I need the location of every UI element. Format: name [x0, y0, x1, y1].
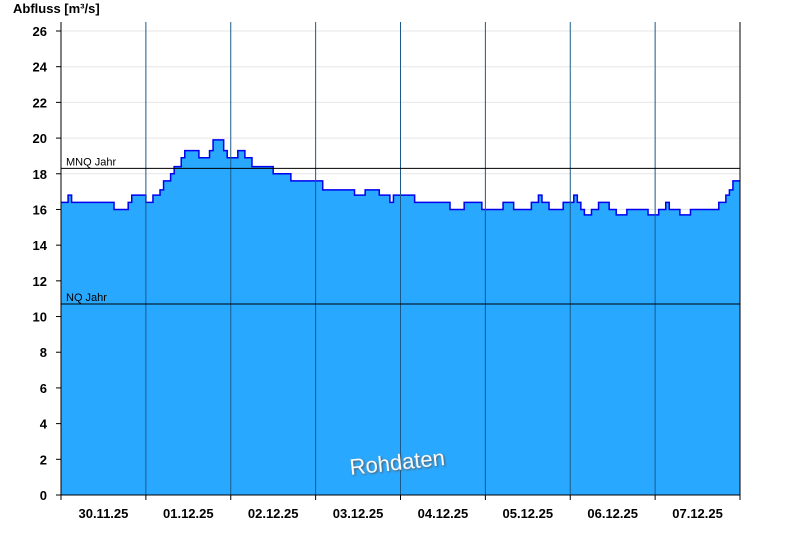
y-axis-label: Abfluss [m³/s]: [13, 1, 100, 16]
x-tick-label: 03.12.25: [333, 506, 384, 521]
x-tick-label: 01.12.25: [163, 506, 214, 521]
y-tick-label: 24: [33, 60, 48, 75]
y-tick-label: 12: [33, 274, 47, 289]
y-tick-label: 6: [40, 381, 47, 396]
reference-lines: MNQ Jahr NQ Jahr: [61, 156, 740, 305]
y-tick-label: 18: [33, 167, 47, 182]
y-tick-label: 2: [40, 452, 47, 467]
x-tick-label: 02.12.25: [248, 506, 299, 521]
y-tick-label: 20: [33, 131, 47, 146]
day-separators: [145, 22, 656, 495]
y-tick-label: 14: [33, 238, 48, 253]
y-tick-label: 8: [40, 345, 47, 360]
y-tick-label: 0: [40, 488, 47, 503]
reference-label: MNQ Jahr: [66, 156, 116, 168]
y-tick-label: 4: [40, 417, 48, 432]
y-tick-label: 26: [33, 24, 47, 39]
x-tick-label: 06.12.25: [587, 506, 638, 521]
x-tick-label: 07.12.25: [672, 506, 723, 521]
discharge-line: [61, 139, 740, 216]
x-ticks: 30.11.25 01.12.25 02.12.25 03.12.25 04.12.25…: [60, 495, 741, 521]
reference-label: NQ Jahr: [66, 292, 107, 304]
y-tick-label: 10: [33, 310, 47, 325]
y-tick-label: 22: [33, 95, 47, 110]
y-tick-label: 16: [33, 202, 47, 217]
x-tick-label: 30.11.25: [78, 506, 128, 521]
x-tick-label: 05.12.25: [503, 506, 554, 521]
x-tick-label: 04.12.25: [418, 506, 469, 521]
